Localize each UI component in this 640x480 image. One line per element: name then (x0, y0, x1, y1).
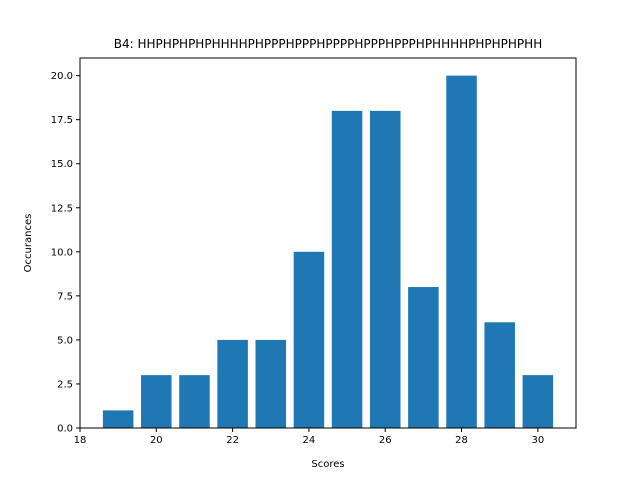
y-axis-label: Occurances (23, 214, 34, 273)
y-tick-label: 20.0 (51, 71, 73, 82)
bar-score-26 (369, 110, 401, 428)
bar-score-21 (179, 375, 210, 428)
y-tick-label: 5.0 (57, 335, 73, 346)
bar-score-19 (102, 410, 134, 428)
bars-group (102, 75, 554, 428)
x-axis-ticks: 18 20 22 24 26 28 30 (74, 428, 544, 446)
x-tick-label: 24 (303, 435, 316, 446)
x-tick-label: 26 (379, 435, 392, 446)
y-tick-label: 2.5 (57, 379, 73, 390)
bar-score-27 (408, 287, 439, 428)
bar-score-30 (522, 375, 554, 428)
y-tick-label: 17.5 (51, 115, 73, 126)
bar-score-20 (141, 375, 172, 428)
y-tick-label: 15.0 (51, 159, 73, 170)
y-axis-ticks: 0.0 2.5 5.0 7.5 10.0 12.5 15.0 17.5 20.0 (51, 71, 80, 435)
bar-score-29 (484, 322, 515, 428)
bar-score-24 (293, 251, 325, 428)
y-tick-label: 0.0 (57, 424, 73, 435)
y-tick-label: 12.5 (51, 203, 73, 214)
x-tick-label: 20 (150, 435, 163, 446)
bar-score-22 (217, 339, 248, 428)
x-tick-label: 22 (226, 435, 239, 446)
bar-score-23 (255, 339, 287, 428)
plot-frame (79, 57, 577, 429)
x-tick-label: 18 (74, 435, 87, 446)
x-axis-label: Scores (311, 459, 344, 470)
bar-score-28 (446, 75, 477, 428)
y-tick-label: 7.5 (57, 291, 73, 302)
x-tick-label: 28 (455, 435, 468, 446)
chart-title: B4: HHPHPHPHPHHHHPHPPPHPPPHPPPPHPPPHPPPH… (114, 37, 542, 51)
y-tick-label: 10.0 (51, 247, 73, 258)
bar-score-25 (331, 110, 363, 428)
x-tick-label: 30 (531, 435, 544, 446)
